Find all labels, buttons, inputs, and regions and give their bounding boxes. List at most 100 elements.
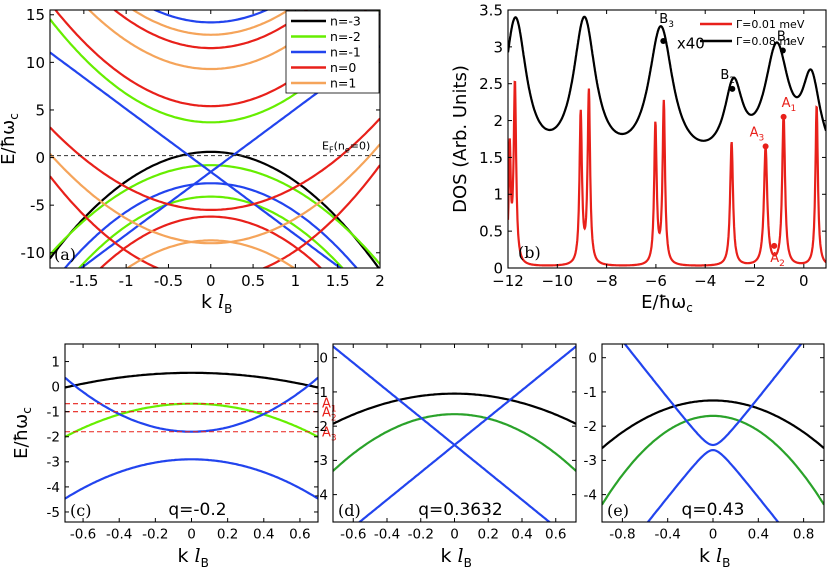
- reference-label-main: A: [322, 426, 331, 441]
- x-tick-label: -0.4: [106, 527, 132, 543]
- x-tick-label: 0: [187, 527, 196, 543]
- y-axis-label: E/ħωc: [0, 113, 21, 165]
- x-tick-label: −4: [694, 272, 716, 290]
- panel-label: (e): [607, 501, 629, 520]
- y-tick-label: -2: [584, 419, 597, 435]
- legend-label: n=1: [330, 76, 356, 91]
- x-axis-label-l: l: [195, 545, 201, 567]
- reference-label-sub: 1: [331, 405, 337, 415]
- y-axis-label: DOS (Arb. Units): [450, 65, 471, 213]
- fermi-label-end: =0): [350, 140, 371, 153]
- q-label: q=0.3632: [418, 500, 503, 520]
- y-tick-label: -10: [21, 244, 46, 262]
- y-tick-label: -5: [47, 505, 60, 521]
- series-line-green: [333, 413, 576, 472]
- x-tick-label: -0.8: [609, 527, 635, 543]
- series-line-green: [602, 414, 824, 506]
- legend-label: n=-1: [330, 45, 361, 60]
- x-tick-label: 0.8: [793, 527, 814, 543]
- series-line-blue-upper: [623, 344, 803, 447]
- series-line-n=0: [50, 164, 380, 268]
- panel-b: −12 −10 −8 −6 −4 −2 0 0 0.5 1 1.5 2 2.5 3 3.5 DOS (Arb.…: [450, 1, 827, 315]
- y-tick-label: -2: [47, 430, 60, 446]
- x-tick-label: 0.6: [289, 527, 310, 543]
- y-tick-label: 15: [26, 6, 45, 24]
- y-axis-label-main: E/ħω: [0, 120, 19, 165]
- x-axis-label-k: k: [201, 291, 212, 313]
- y-axis-label-sub: c: [20, 407, 34, 414]
- x-tick-label: 1: [291, 272, 301, 290]
- y-tick-label: 0: [35, 149, 45, 167]
- curve-group: [333, 345, 576, 522]
- point-label: A3: [750, 125, 765, 143]
- x-tick-label: −12: [492, 272, 524, 290]
- marker-point: [762, 143, 769, 150]
- series-line-blue-upper: [65, 376, 318, 433]
- plot-frame: [64, 343, 319, 523]
- x-tick-label: 0: [709, 527, 718, 543]
- x-tick-label: -1: [119, 272, 134, 290]
- x-tick-label: 0.4: [748, 527, 769, 543]
- point-label: B3: [659, 12, 674, 30]
- x-tick-label: 0: [799, 272, 809, 290]
- x-axis-label: k lB: [441, 545, 472, 570]
- series-line-n=-3: [50, 150, 380, 268]
- series-line-n=-1: [63, 182, 358, 268]
- plot-frame: [507, 9, 827, 269]
- reference-label-sub: 3: [331, 434, 337, 444]
- q-label: q=-0.2: [168, 500, 226, 520]
- x-tick-label: -0.4: [374, 527, 400, 543]
- y-tick-label: -1: [315, 385, 328, 401]
- fermi-label: EF(ne=0): [322, 140, 370, 155]
- x-axis-label-sub: c: [686, 301, 693, 315]
- x-axis-label-sub: B: [464, 556, 472, 570]
- fermi-label-sub: F: [329, 146, 334, 155]
- x-tick-label: 0: [450, 527, 459, 543]
- x-tick-label: 0.6: [545, 527, 566, 543]
- x-axis-label: k lB: [201, 291, 232, 316]
- panel-label: (d): [338, 501, 361, 520]
- x-tick-label: −10: [541, 272, 573, 290]
- x-tick-label: -0.2: [408, 527, 434, 543]
- point-label-main: B: [720, 68, 729, 83]
- dos-line-Γ=0.08 meV: [508, 15, 826, 142]
- x-axis-label: k lB: [178, 545, 209, 570]
- y-tick-label: 3.5: [479, 1, 503, 19]
- fermi-label-paren: (n: [334, 140, 345, 153]
- point-label-main: A: [750, 125, 759, 140]
- y-axis-label-main: E/ħω: [11, 414, 32, 459]
- x-tick-label: 0: [206, 272, 216, 290]
- x-axis-label-main: E/ħω: [641, 292, 686, 313]
- y-tick-label: 0: [51, 379, 60, 395]
- y-tick-label: 0: [493, 259, 503, 277]
- y-tick-label: 0: [319, 351, 328, 367]
- point-label-sub: 1: [791, 104, 797, 114]
- x-axis-label-l: l: [716, 545, 722, 567]
- reference-label: A3: [322, 426, 337, 444]
- y-tick-label: 0: [588, 351, 597, 367]
- point-label: B2: [720, 68, 735, 86]
- x-axis-label: E/ħωc: [641, 292, 693, 315]
- series-line-n=-1: [152, 10, 270, 24]
- y-tick-label: 0.5: [479, 223, 503, 241]
- q-label: q=0.43: [682, 500, 745, 520]
- curve-group: [50, 10, 380, 268]
- legend-label: n=0: [330, 60, 356, 75]
- point-label-main: A: [782, 96, 791, 111]
- reference-label-sub: 2: [331, 414, 337, 424]
- y-tick-label: -5: [30, 197, 45, 215]
- point-label-main: B: [659, 12, 668, 27]
- series-line-black: [333, 392, 576, 425]
- reference-label-main: A: [322, 406, 331, 421]
- x-tick-label: 0.4: [511, 527, 532, 543]
- marker-point: [729, 85, 736, 92]
- y-tick-label: 1.5: [479, 149, 503, 167]
- x-tick-label: 1.5: [326, 272, 350, 290]
- x-tick-label: -0.6: [70, 527, 96, 543]
- y-tick-label: -3: [584, 453, 597, 469]
- series-line-blue-lower: [65, 458, 318, 500]
- y-tick-label: 1: [51, 354, 60, 370]
- series-line-n=-2: [50, 164, 380, 265]
- point-label-main: A: [770, 251, 779, 266]
